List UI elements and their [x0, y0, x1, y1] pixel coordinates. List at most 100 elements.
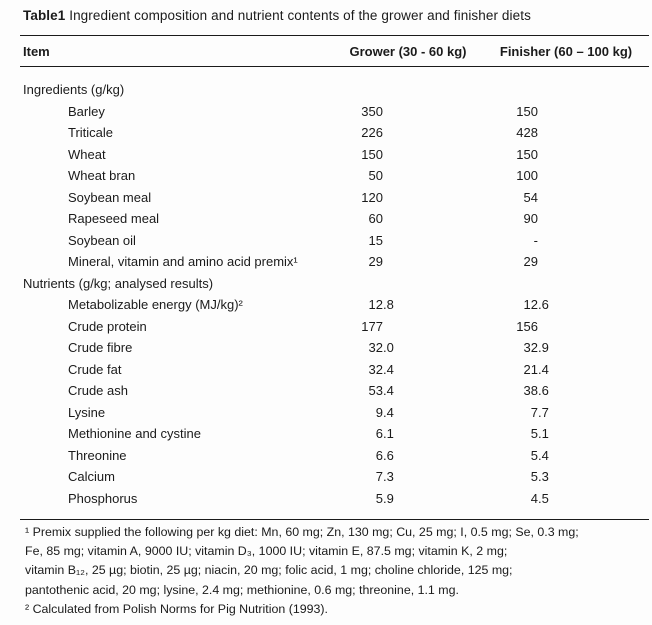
grower-value: 15 [368, 232, 383, 248]
grower-value: 12 [368, 297, 383, 313]
footnotes: ¹ Premix supplied the following per kg d… [20, 523, 649, 619]
table-row: Soybean meal 120 54 [20, 187, 649, 209]
header-rule [20, 66, 649, 67]
grower-value: 29 [368, 254, 383, 270]
table-caption-text: Ingredient composition and nutrient cont… [65, 8, 531, 23]
grower-value: 32 [368, 340, 383, 356]
grower-value: 6 [375, 447, 383, 463]
table-row: Threonine 6.6 5.4 [20, 445, 649, 467]
finisher-value: 32 [523, 340, 538, 356]
grower-value-decimal: .4 [383, 404, 394, 420]
row-label: Metabolizable energy (MJ/kg)² [68, 297, 243, 313]
finisher-value-decimal: .6 [538, 383, 549, 399]
table-body: Ingredients (g/kg) Barley 350 150 Triticale 2… [20, 67, 649, 519]
finisher-value-decimal: .4 [538, 361, 549, 377]
table-row: Crude ash 53.4 38.6 [20, 380, 649, 402]
finisher-value-decimal: .5 [538, 490, 549, 506]
row-label: Crude ash [68, 383, 128, 399]
row-label: Mineral, vitamin and amino acid premix¹ [68, 254, 298, 270]
row-label: Soybean oil [68, 232, 136, 248]
table-row: Wheat 150 150 [20, 144, 649, 166]
row-label: Soybean meal [68, 189, 152, 205]
finisher-value: 12 [523, 297, 538, 313]
table-row: Phosphorus 5.9 4.5 [20, 488, 649, 510]
table-row: Triticale 226 428 [20, 122, 649, 144]
finisher-value-decimal: .3 [538, 469, 549, 485]
footnote-line: ¹ Premix supplied the following per kg d… [25, 525, 579, 539]
grower-value: 177 [361, 318, 383, 334]
grower-value-decimal: .4 [383, 383, 394, 399]
finisher-value: 150 [516, 146, 538, 162]
grower-value: 120 [361, 189, 383, 205]
finisher-value: 54 [523, 189, 538, 205]
table-row: Crude protein 177 156 [20, 316, 649, 338]
footnote-line: ² Calculated from Polish Norms for Pig N… [25, 601, 328, 616]
section-header-row: Ingredients (g/kg) [20, 79, 649, 101]
section-header-row: Nutrients (g/kg; analysed results) [20, 273, 649, 295]
footnote-line: Fe, 85 mg; vitamin A, 9000 IU; vitamin D… [25, 544, 508, 559]
row-label: Rapeseed meal [68, 211, 160, 227]
grower-value-decimal: .9 [383, 490, 394, 506]
footnote-line: vitamin B₁₂, 25 µg; biotin, 25 µg; niaci… [25, 563, 513, 578]
finisher-value-decimal: .6 [538, 297, 549, 313]
table-row: Soybean oil 15 - [20, 230, 649, 252]
row-label: Threonine [68, 447, 127, 463]
grower-value-decimal: .6 [383, 447, 394, 463]
column-header-grower: Grower (30 - 60 kg) [349, 43, 467, 59]
row-label: Calcium [68, 469, 115, 485]
column-header-item: Item [23, 43, 50, 59]
finisher-value: 4 [530, 490, 538, 506]
table-row: Crude fibre 32.0 32.9 [20, 337, 649, 359]
row-label: Phosphorus [68, 490, 138, 506]
finisher-value: 428 [516, 125, 538, 141]
finisher-value: - [533, 232, 538, 248]
row-label: Crude protein [68, 318, 147, 334]
row-label: Crude fibre [68, 340, 133, 356]
finisher-value-decimal: .4 [538, 447, 549, 463]
row-label: Methionine and cystine [68, 426, 201, 442]
row-label: Nutrients (g/kg; analysed results) [23, 275, 214, 291]
finisher-value-decimal: .1 [538, 426, 549, 442]
grower-value: 7 [375, 469, 383, 485]
table-row: Calcium 7.3 5.3 [20, 466, 649, 488]
finisher-value: 38 [523, 383, 538, 399]
grower-value-decimal: .4 [383, 361, 394, 377]
grower-value: 32 [368, 361, 383, 377]
grower-value-decimal: .0 [383, 340, 394, 356]
finisher-value: 5 [530, 447, 538, 463]
table-row: Crude fat 32.4 21.4 [20, 359, 649, 381]
table-caption: Table1 Ingredient composition and nutrie… [23, 8, 649, 24]
grower-value: 50 [368, 168, 383, 184]
table-row: Lysine 9.4 7.7 [20, 402, 649, 424]
table-row: Mineral, vitamin and amino acid premix¹ 2… [20, 251, 649, 273]
table-row: Barley 350 150 [20, 101, 649, 123]
finisher-value: 5 [530, 469, 538, 485]
grower-value: 350 [361, 103, 383, 119]
bottom-rule [20, 519, 649, 520]
table-header-row: Item Grower (30 - 60 kg) Finisher (60 – … [20, 36, 649, 66]
grower-value: 60 [368, 211, 383, 227]
finisher-value-decimal: .9 [538, 340, 549, 356]
grower-value: 226 [361, 125, 383, 141]
row-label: Wheat [68, 146, 106, 162]
table-row: Rapeseed meal 60 90 [20, 208, 649, 230]
grower-value: 150 [361, 146, 383, 162]
grower-value: 5 [375, 490, 383, 506]
grower-value-decimal: .3 [383, 469, 394, 485]
finisher-value: 7 [530, 404, 538, 420]
finisher-value-decimal: .7 [538, 404, 549, 420]
finisher-value: 90 [523, 211, 538, 227]
table-row: Methionine and cystine 6.1 5.1 [20, 423, 649, 445]
row-label: Lysine [68, 404, 106, 420]
finisher-value: 5 [530, 426, 538, 442]
column-header-finisher: Finisher (60 – 100 kg) [499, 43, 633, 59]
table-row: Metabolizable energy (MJ/kg)² 12.8 12.6 [20, 294, 649, 316]
grower-value: 9 [375, 404, 383, 420]
row-label: Triticale [68, 125, 114, 141]
row-label: Crude fat [68, 361, 122, 377]
row-label: Ingredients (g/kg) [23, 82, 125, 98]
grower-value-decimal: .8 [383, 297, 394, 313]
top-rule [20, 35, 649, 36]
grower-value: 53 [368, 383, 383, 399]
